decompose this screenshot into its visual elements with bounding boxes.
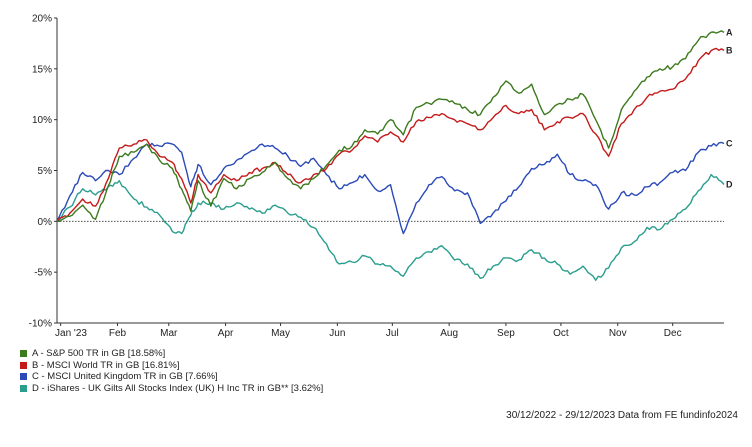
x-tick-label: Jun [329, 328, 345, 339]
legend-item-a: A - S&P 500 TR in GB [18.58%] [20, 348, 323, 360]
x-tick-label: Jan '23 [55, 328, 87, 339]
y-tick-label: 5% [38, 166, 53, 177]
y-tick-label: -5% [34, 268, 52, 279]
legend-item-b: B - MSCI World TR in GB [16.81%] [20, 360, 323, 372]
x-tick-label: Mar [160, 328, 178, 339]
x-tick-label: Aug [440, 328, 458, 339]
chart-footer: 30/12/2022 - 29/12/2023 Data from FE fun… [506, 410, 738, 421]
series-line-a [57, 30, 725, 222]
series-end-label-c: C [726, 138, 733, 148]
legend-label: B - MSCI World TR in GB [16.81%] [32, 359, 180, 371]
x-tick-label: Oct [553, 328, 569, 339]
series-end-label-b: B [726, 45, 733, 55]
x-axis-labels: Jan '23 Feb Mar Apr May Jun Jul Aug Sep Oct Nov Dec [55, 323, 682, 339]
performance-chart: 20% 15% 10% 5% 0% -5% -10% Jan '23 Feb Mar Apr May… [29, 14, 733, 340]
legend-swatch [20, 350, 27, 358]
x-tick-label: Dec [664, 328, 682, 339]
y-tick-label: 10% [32, 115, 52, 126]
series-end-labels: D C BA [726, 27, 733, 189]
x-tick-label: Nov [609, 328, 627, 339]
series-line-b [56, 47, 725, 222]
legend-swatch [20, 361, 27, 369]
legend-item-d: D - iShares - UK Gilts All Stocks Index … [20, 383, 323, 395]
y-axis-labels: 20% 15% 10% 5% 0% -5% -10% [29, 14, 57, 330]
series-end-label-a: A [726, 27, 733, 37]
chart-legend: A - S&P 500 TR in GB [18.58%] B - MSCI Wo… [20, 348, 323, 394]
legend-label: A - S&P 500 TR in GB [18.58%] [32, 348, 166, 359]
x-tick-label: Apr [218, 328, 234, 339]
date-range: 30/12/2022 - 29/12/2023 [506, 410, 616, 421]
x-tick-label: May [271, 328, 290, 339]
y-tick-label: -10% [29, 319, 52, 330]
x-tick-label: Jul [386, 328, 399, 339]
legend-label: D - iShares - UK Gilts All Stocks Index … [32, 382, 324, 394]
chart-axes [56, 18, 724, 324]
y-tick-label: 15% [32, 64, 52, 75]
series-end-label-d: D [726, 180, 733, 190]
legend-swatch [20, 373, 27, 381]
legend-swatch [20, 384, 27, 392]
y-tick-label: 0% [38, 217, 53, 228]
x-tick-label: Sep [497, 328, 515, 339]
legend-label: C - MSCI United Kingdom TR in GB [7.66%] [32, 371, 218, 382]
legend-item-c: C - MSCI United Kingdom TR in GB [7.66%] [20, 371, 323, 383]
series-line-d [56, 173, 725, 281]
series-line-c [56, 141, 725, 235]
data-source: Data from FE fundinfo2024 [617, 410, 738, 421]
y-tick-label: 20% [32, 14, 52, 25]
series-lines [56, 30, 725, 281]
x-tick-label: Feb [109, 328, 127, 339]
